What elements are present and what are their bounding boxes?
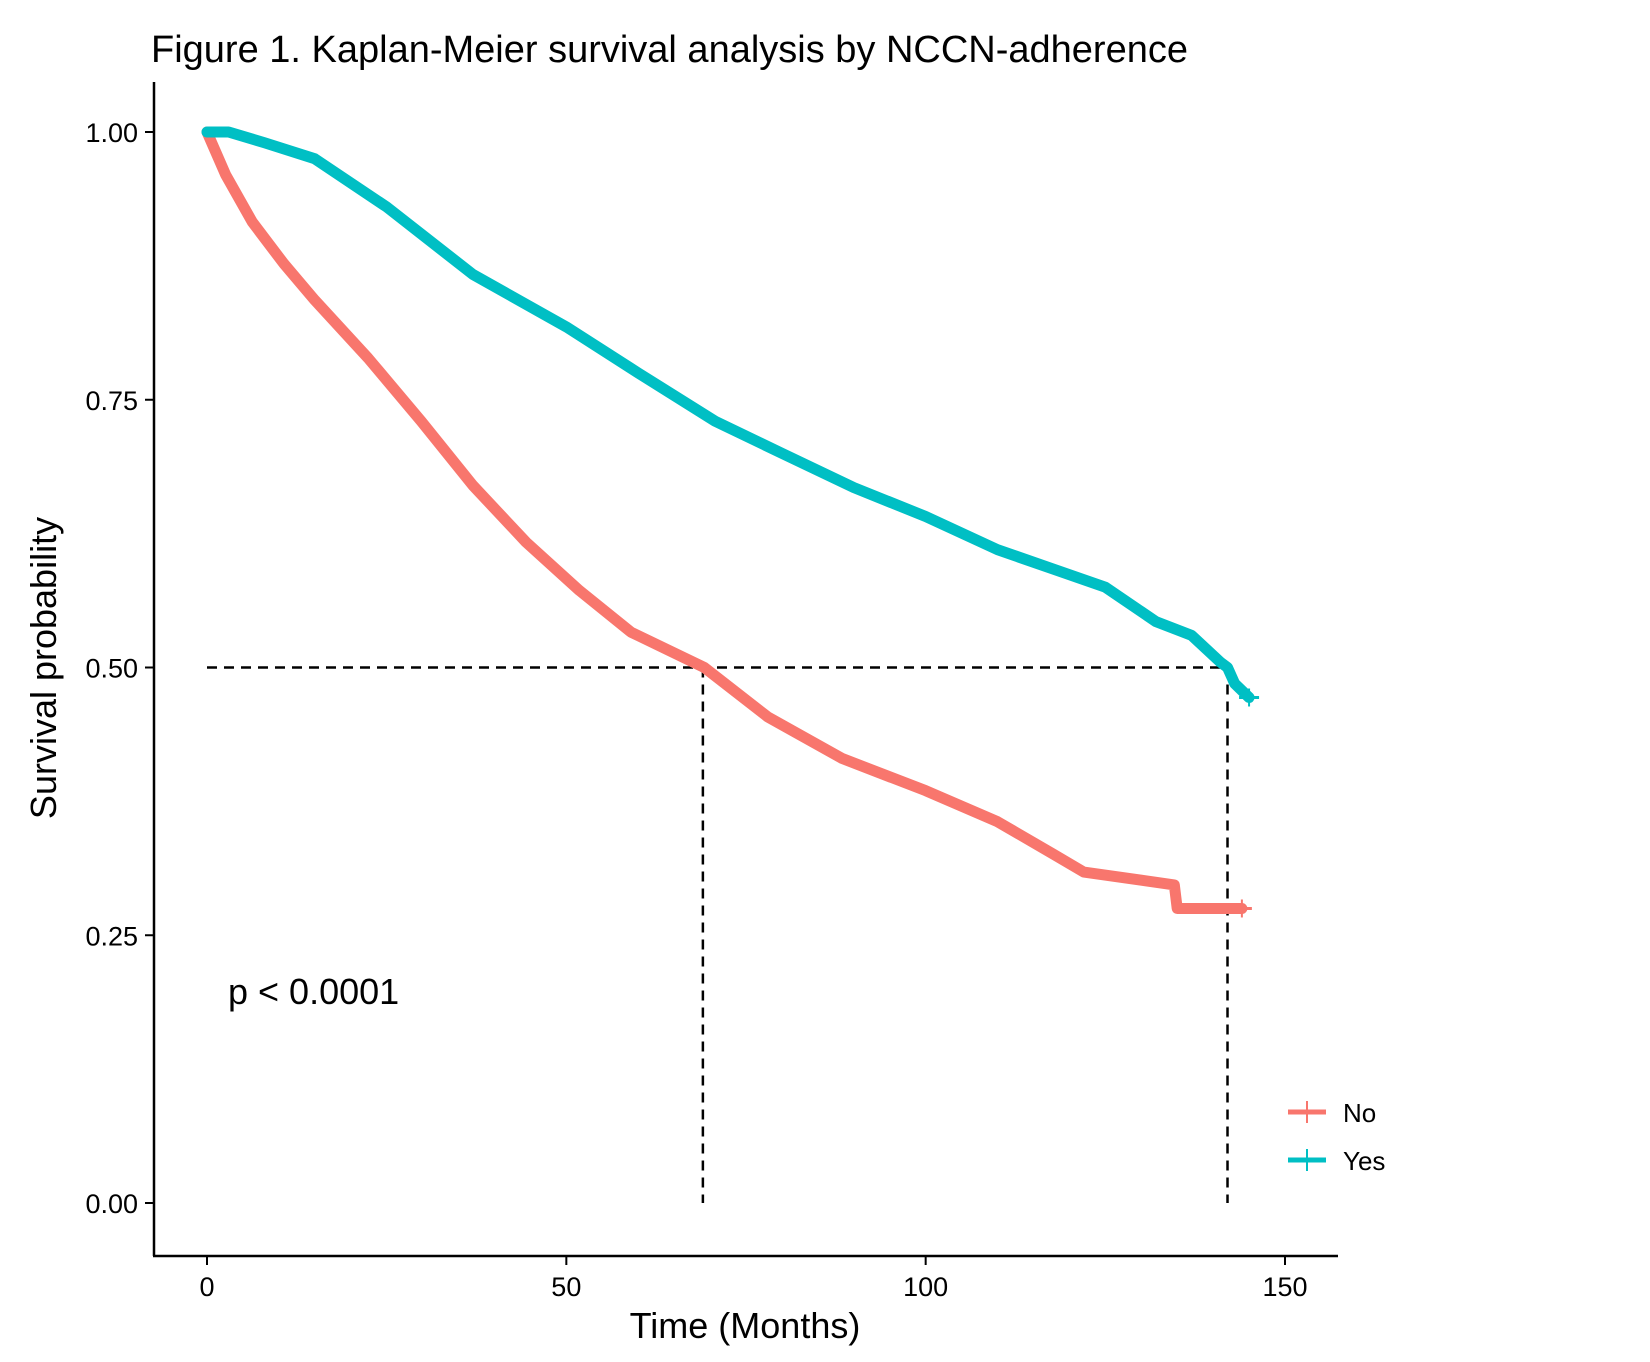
legend: No Yes <box>1288 1098 1385 1176</box>
y-tick-label: 1.00 <box>85 118 138 148</box>
survival-curve-yes <box>201 126 1255 703</box>
y-tick-label: 0.25 <box>85 921 138 951</box>
x-tick-label: 50 <box>551 1272 581 1302</box>
x-tick-label: 100 <box>903 1272 948 1302</box>
legend-no-label: No <box>1343 1098 1376 1128</box>
x-axis-label: Time (Months) <box>630 1305 861 1346</box>
y-tick-label: 0.00 <box>85 1189 138 1219</box>
y-axis-label: Survival probability <box>23 517 64 819</box>
y-tick-label: 0.75 <box>85 386 138 416</box>
x-tick-label: 150 <box>1262 1272 1307 1302</box>
y-tick-label: 0.50 <box>85 654 138 684</box>
legend-yes-label: Yes <box>1343 1146 1385 1176</box>
survival-curve-no <box>201 126 1248 914</box>
chart-title: Figure 1. Kaplan-Meier survival analysis… <box>151 29 1188 71</box>
legend-item-yes: Yes <box>1288 1146 1385 1176</box>
p-value-annotation: p < 0.0001 <box>228 971 399 1012</box>
legend-item-no: No <box>1288 1098 1376 1128</box>
plot-area <box>201 126 1260 1203</box>
x-tick-label: 0 <box>199 1272 214 1302</box>
